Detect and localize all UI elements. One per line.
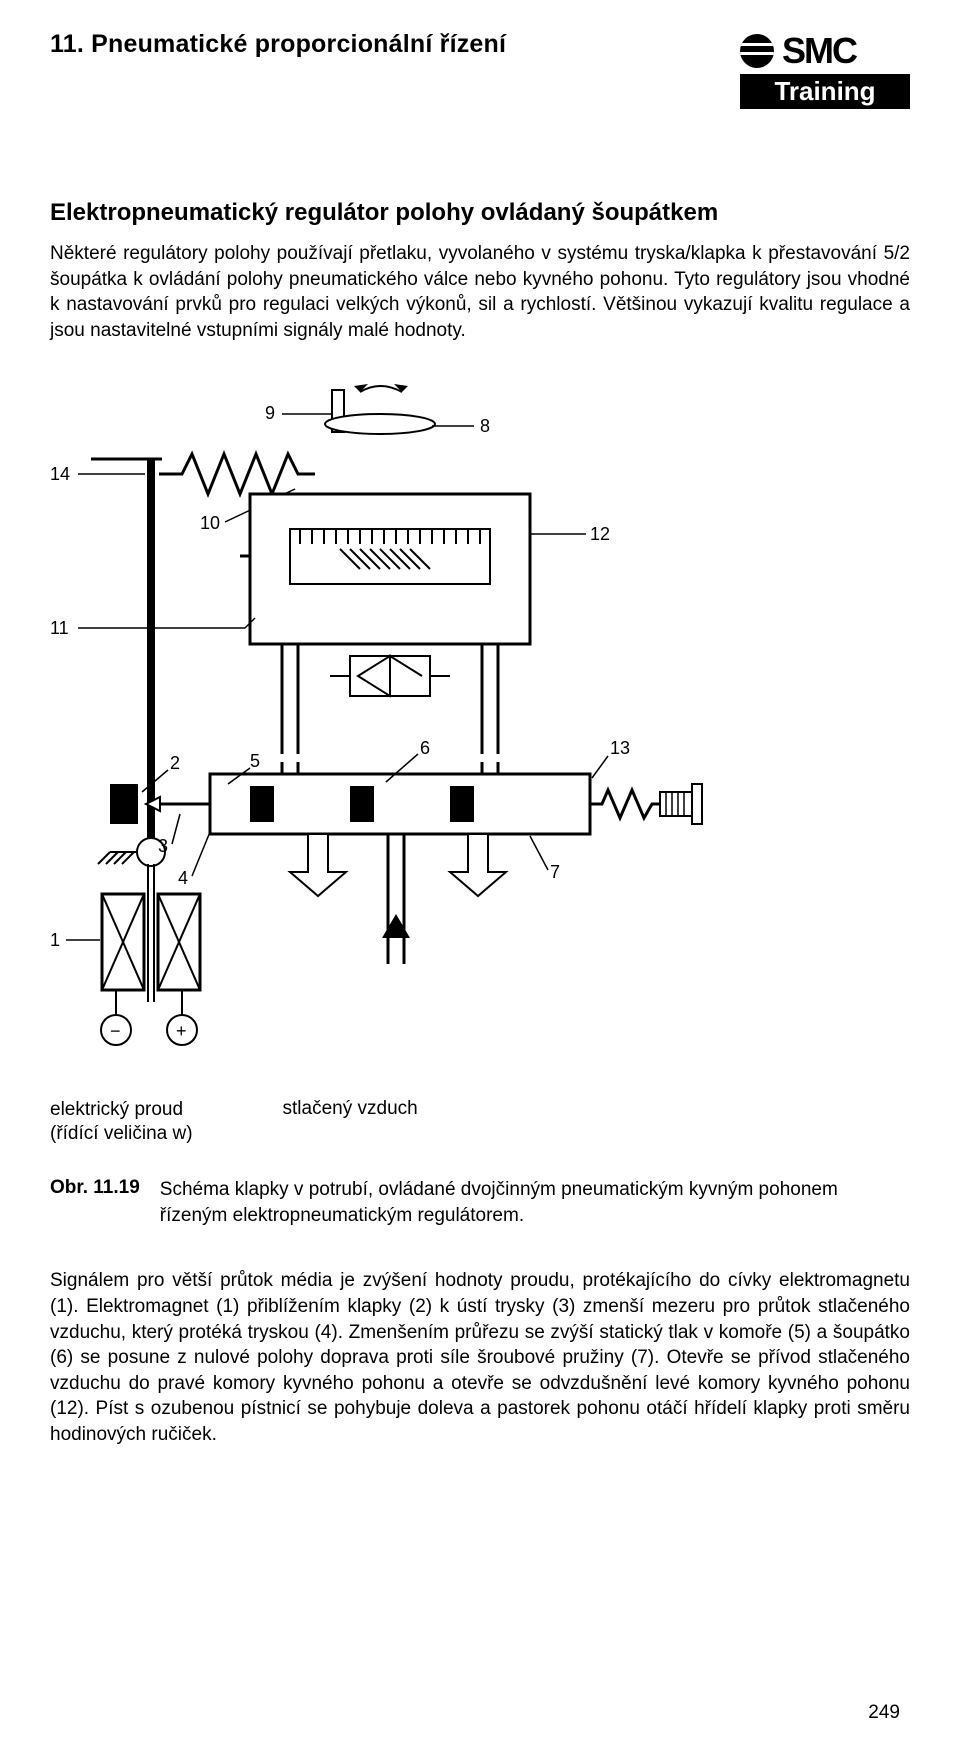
label-1: 1 [50, 930, 60, 950]
label-3: 3 [158, 836, 168, 856]
figure-text: Schéma klapky v potrubí, ovládané dvojči… [160, 1177, 910, 1228]
logo-top: SMC [740, 30, 856, 72]
input-air-label: stlačený vzduch [283, 1098, 418, 1120]
chapter-title: 11. Pneumatické proporcionální řízení [50, 30, 506, 59]
label-2: 2 [170, 753, 180, 773]
label-8: 8 [480, 416, 490, 436]
section-title: Elektropneumatický regulátor polohy ovlá… [50, 199, 910, 227]
diagram-container: 14 10 9 8 [50, 374, 910, 1094]
logo-block: SMC Training [740, 30, 910, 109]
page-root: 11. Pneumatické proporcionální řízení SM… [0, 0, 960, 1748]
label-11: 11 [50, 618, 69, 638]
label-10: 10 [200, 513, 220, 533]
terminal-minus: − [110, 1021, 121, 1041]
intro-paragraph: Některé regulátory polohy používají přet… [50, 241, 910, 344]
page-number: 249 [868, 1702, 900, 1724]
schematic-diagram: 14 10 9 8 [50, 374, 830, 1094]
input-left-label: elektrický proud (řídící veličina w) [50, 1098, 193, 1147]
input-el-line2: (řídící veličina w) [50, 1123, 193, 1144]
label-14: 14 [50, 464, 70, 484]
label-7: 7 [550, 862, 560, 882]
label-5: 5 [250, 751, 260, 771]
logo-text: SMC [782, 30, 856, 72]
terminal-plus: + [176, 1021, 187, 1041]
main-paragraph: Signálem pro větší průtok média je zvýše… [50, 1268, 910, 1447]
page-header: 11. Pneumatické proporcionální řízení SM… [50, 30, 910, 109]
diagram-inputs-row: elektrický proud (řídící veličina w) stl… [50, 1098, 910, 1147]
input-el-line1: elektrický proud [50, 1099, 183, 1120]
label-13: 13 [610, 738, 630, 758]
label-4: 4 [178, 868, 188, 888]
label-12: 12 [590, 524, 610, 544]
training-badge: Training [740, 74, 910, 109]
figure-caption: Obr. 11.19 Schéma klapky v potrubí, ovlá… [50, 1177, 910, 1228]
logo-stripes-icon [740, 34, 774, 68]
figure-label: Obr. 11.19 [50, 1177, 140, 1228]
label-6: 6 [420, 738, 430, 758]
label-9: 9 [265, 403, 275, 423]
